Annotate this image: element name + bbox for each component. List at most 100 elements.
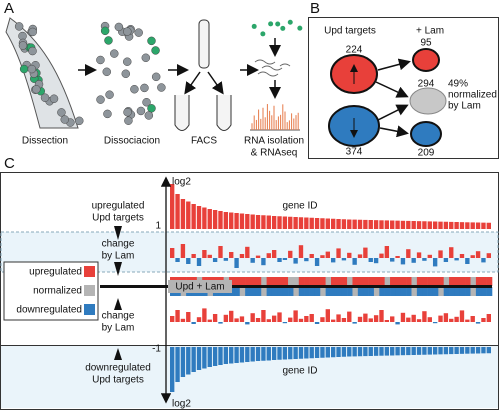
cell — [123, 57, 132, 66]
heat-cell — [481, 277, 487, 286]
bar — [293, 258, 298, 264]
cell — [96, 95, 105, 104]
bar — [298, 347, 304, 359]
row-label: Upd targets — [92, 375, 144, 386]
bar — [298, 217, 304, 229]
bar — [245, 214, 250, 229]
arrow — [377, 104, 409, 121]
bar — [373, 315, 379, 322]
heat-cell — [336, 287, 343, 296]
bar — [186, 347, 191, 375]
bar — [368, 220, 373, 229]
bar — [320, 255, 325, 258]
bar — [320, 317, 325, 322]
legend — [3, 261, 99, 321]
sequencing-plot — [250, 104, 300, 131]
bar — [239, 347, 245, 363]
bar — [223, 212, 229, 229]
step-note: & RNAseq — [251, 148, 298, 159]
bar — [373, 347, 379, 356]
heat-cell — [255, 277, 262, 286]
bar — [229, 347, 234, 364]
cell — [136, 106, 146, 116]
heat-cell — [320, 277, 326, 286]
bar — [475, 222, 481, 229]
heat-cell — [449, 277, 455, 286]
heat-cell — [266, 287, 273, 296]
bar — [271, 216, 277, 229]
panel-frame — [308, 17, 499, 159]
heat-cell — [411, 277, 418, 286]
bar — [202, 207, 207, 229]
bar — [261, 215, 266, 229]
bar — [438, 250, 443, 258]
bar — [288, 317, 293, 322]
row-label: Upd targets — [92, 213, 144, 224]
heat-cell — [400, 277, 407, 286]
cell — [268, 21, 274, 27]
legend-swatch — [84, 285, 95, 296]
bar — [443, 313, 449, 322]
heat-cell — [400, 287, 407, 296]
bar — [422, 311, 427, 322]
bar — [427, 221, 432, 229]
row-label: change — [102, 311, 135, 322]
cell — [141, 53, 151, 63]
bar — [170, 347, 175, 392]
arrow — [114, 348, 122, 360]
heat-cell — [411, 287, 418, 296]
bar — [379, 220, 384, 229]
heat-cell — [282, 277, 289, 286]
count: 209 — [418, 148, 435, 159]
bar — [459, 310, 465, 322]
bar — [347, 347, 352, 357]
bar — [459, 222, 465, 229]
heat-cell — [432, 287, 439, 296]
cell — [105, 90, 114, 99]
cell — [134, 28, 143, 37]
bar — [363, 219, 368, 229]
cell — [19, 64, 29, 74]
bar — [207, 319, 212, 322]
cell — [96, 55, 105, 65]
heat-cell — [298, 277, 305, 286]
bar — [481, 258, 486, 263]
bar — [390, 316, 395, 322]
bar — [347, 311, 352, 322]
legend-swatch — [84, 266, 95, 277]
bar — [352, 219, 357, 229]
bar — [266, 319, 271, 322]
arrow — [375, 81, 409, 98]
bar — [400, 258, 406, 265]
heat-cell — [304, 277, 310, 286]
bar — [384, 220, 390, 229]
heat-cell — [234, 277, 241, 286]
bar — [341, 318, 347, 322]
count: 374 — [346, 147, 363, 158]
bar — [223, 314, 229, 322]
bar — [390, 347, 395, 356]
panel-label: C — [4, 155, 15, 172]
heat-cell — [459, 287, 466, 296]
panel-frame — [0, 172, 499, 410]
bar — [373, 220, 379, 229]
heat-cell — [427, 287, 434, 296]
bar — [357, 347, 363, 357]
tissue — [5, 17, 79, 129]
arrow — [207, 71, 224, 95]
heat-cell — [347, 287, 353, 296]
bar — [379, 347, 384, 356]
bar — [212, 210, 218, 229]
bar — [411, 258, 416, 263]
bar — [422, 347, 427, 355]
step-label: Dissociacion — [104, 136, 160, 147]
bar — [180, 244, 186, 258]
bar — [390, 258, 395, 262]
bar — [336, 314, 341, 322]
cell — [27, 64, 37, 74]
cell — [40, 93, 50, 102]
bar — [261, 258, 266, 266]
bar — [309, 347, 314, 359]
bar — [368, 258, 373, 262]
heat-cell — [271, 287, 278, 296]
